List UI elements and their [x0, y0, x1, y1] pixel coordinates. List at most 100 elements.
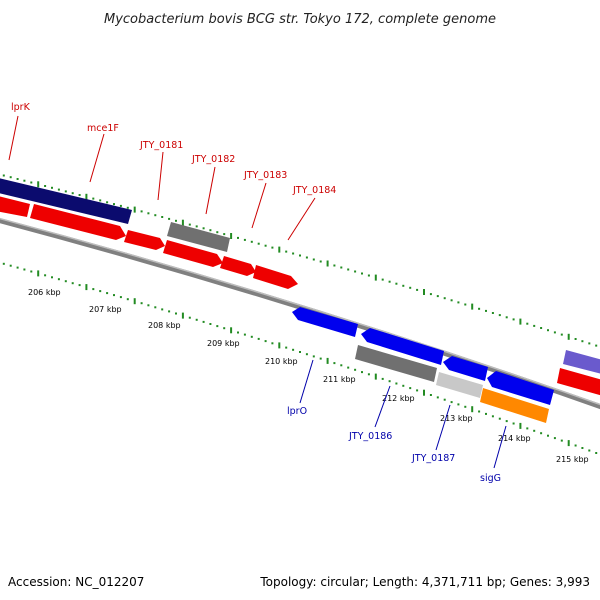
- gene-red-4[interactable]: [163, 240, 223, 267]
- genome-backbone-highlight: [0, 217, 600, 406]
- gene-blue-1[interactable]: [292, 307, 358, 337]
- minor-tick: [2, 174, 5, 177]
- gene-violet-1[interactable]: [563, 350, 600, 376]
- minor-tick: [23, 179, 26, 182]
- minor-tick: [574, 444, 577, 447]
- minor-tick: [168, 310, 171, 313]
- major-tick: [133, 206, 136, 213]
- minor-tick: [388, 380, 391, 383]
- minor-tick: [71, 282, 74, 285]
- gene-red-2[interactable]: [30, 204, 126, 240]
- minor-tick: [560, 333, 563, 336]
- gene-label-JTY_0186[interactable]: JTY_0186: [348, 431, 392, 442]
- minor-tick: [429, 394, 432, 396]
- gene-label-sigG[interactable]: sigG: [480, 473, 501, 484]
- major-tick: [567, 333, 570, 340]
- tick-label: 212 kbp: [382, 394, 415, 403]
- minor-tick: [64, 190, 67, 193]
- minor-tick: [78, 284, 81, 287]
- gene-gray-2[interactable]: [355, 345, 437, 382]
- minor-tick: [333, 362, 336, 365]
- gene-label-lprK[interactable]: lprK: [11, 102, 31, 113]
- minor-tick: [443, 398, 446, 401]
- gene-red-5[interactable]: [220, 256, 256, 276]
- gene-label-lprO[interactable]: lprO: [287, 406, 307, 417]
- minor-tick: [57, 278, 60, 281]
- inner-tick-ring: [2, 262, 598, 454]
- map-title: Mycobacterium bovis BCG str. Tokyo 172, …: [104, 12, 496, 27]
- gene-orange-1[interactable]: [480, 388, 549, 423]
- minor-tick: [395, 282, 398, 285]
- minor-tick: [140, 302, 143, 305]
- tick-label: 214 kbp: [498, 434, 531, 443]
- minor-tick: [367, 274, 370, 277]
- minor-tick: [223, 233, 226, 236]
- gene-red-1[interactable]: [0, 194, 30, 217]
- minor-tick: [478, 307, 481, 310]
- forward-gene-labels: lprK mce1F JTY_0181 JTY_0182 JTY_0183 JT…: [8, 102, 336, 241]
- major-tick: [278, 246, 281, 253]
- minor-tick: [175, 219, 177, 222]
- minor-tick: [147, 212, 150, 215]
- minor-tick: [195, 318, 198, 321]
- minor-tick: [395, 382, 398, 385]
- gene-red-7[interactable]: [557, 368, 600, 398]
- gene-label-JTY_0181[interactable]: JTY_0181: [139, 140, 183, 151]
- major-tick: [567, 440, 570, 447]
- minor-tick: [347, 366, 350, 369]
- minor-tick: [243, 238, 246, 241]
- accession-text: Accession: NC_012207: [8, 575, 144, 589]
- minor-tick: [271, 342, 274, 345]
- gene-navy-1[interactable]: [0, 176, 132, 224]
- gene-gray-1[interactable]: [167, 222, 230, 252]
- minor-tick: [175, 312, 177, 315]
- minor-tick: [92, 288, 95, 291]
- gene-lightgray-1[interactable]: [436, 372, 483, 398]
- gene-blue-3[interactable]: [443, 356, 488, 381]
- gene-label-JTY_0184[interactable]: JTY_0184: [292, 185, 336, 196]
- minor-tick: [292, 252, 295, 255]
- minor-tick: [409, 387, 412, 390]
- minor-tick: [51, 276, 53, 279]
- major-tick: [471, 406, 474, 413]
- minor-tick: [367, 373, 370, 376]
- minor-tick: [216, 325, 219, 328]
- major-tick: [374, 274, 377, 281]
- minor-tick: [381, 377, 384, 380]
- gene-label-JTY_0183[interactable]: JTY_0183: [243, 170, 287, 181]
- minor-tick: [264, 340, 267, 343]
- gene-label-JTY_0182[interactable]: JTY_0182: [191, 154, 235, 165]
- label-leader: [299, 359, 314, 404]
- minor-tick: [409, 286, 412, 289]
- major-tick: [519, 422, 522, 429]
- minor-tick: [505, 420, 508, 423]
- gene-red-6[interactable]: [253, 265, 298, 289]
- gene-blue-4[interactable]: [487, 371, 554, 405]
- minor-tick: [485, 412, 487, 415]
- major-tick: [230, 327, 233, 334]
- gene-label-mce1F[interactable]: mce1F: [87, 123, 119, 134]
- minor-tick: [540, 432, 543, 435]
- gene-label-JTY_0187[interactable]: JTY_0187: [411, 453, 455, 464]
- major-tick: [326, 357, 329, 364]
- minor-tick: [478, 410, 481, 413]
- major-tick: [374, 373, 377, 380]
- minor-tick: [436, 396, 439, 399]
- minor-tick: [533, 429, 536, 432]
- minor-tick: [113, 294, 115, 297]
- minor-tick: [526, 427, 529, 430]
- minor-tick: [553, 331, 556, 334]
- minor-tick: [257, 242, 260, 245]
- minor-tick: [588, 449, 591, 452]
- minor-tick: [243, 333, 246, 336]
- minor-tick: [195, 225, 198, 228]
- gene-red-3[interactable]: [124, 230, 165, 250]
- tick-label: 209 kbp: [207, 339, 240, 348]
- gene-blue-2[interactable]: [361, 328, 444, 365]
- minor-tick: [402, 384, 405, 387]
- minor-tick: [416, 389, 419, 392]
- major-tick: [181, 312, 184, 319]
- label-leader: [157, 151, 164, 201]
- minor-tick: [264, 244, 267, 247]
